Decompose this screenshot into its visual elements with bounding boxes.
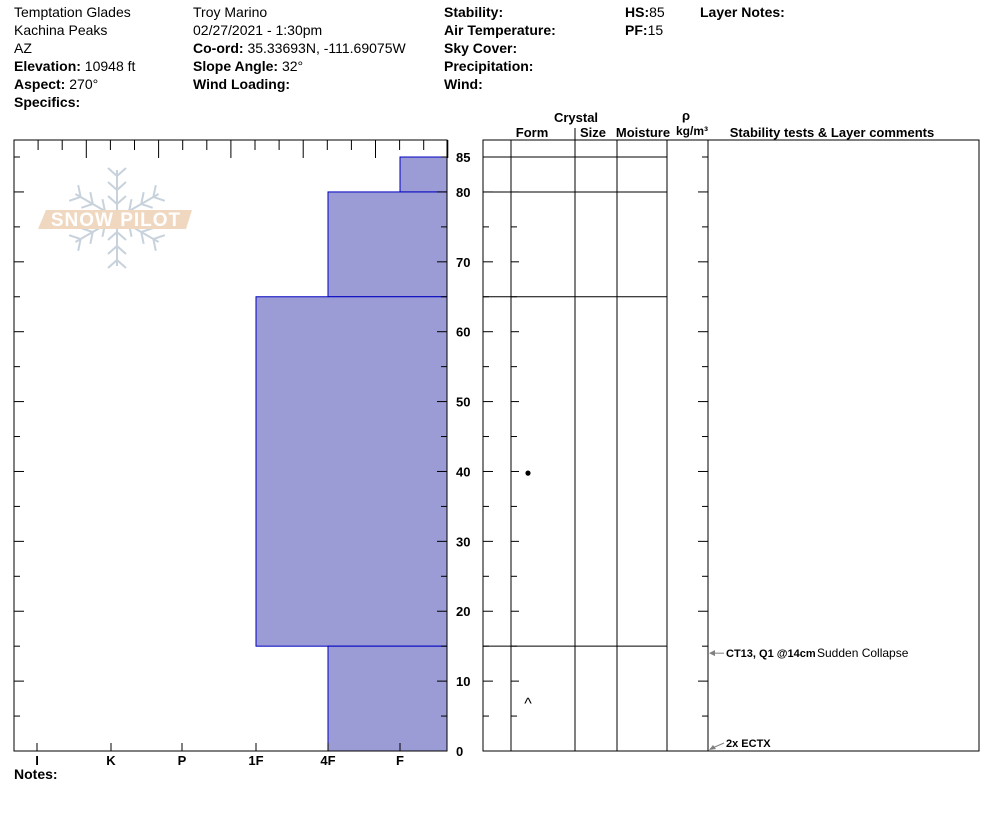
- col-moisture: Moisture: [616, 125, 670, 140]
- hardness-layer: [255, 296, 448, 647]
- logo-band: [38, 210, 192, 229]
- stability-test-code: CT13, Q1 @14cm: [726, 648, 816, 660]
- depth-label: 0: [456, 744, 463, 759]
- arrowhead-icon: [709, 745, 716, 750]
- layer-table: ● ^ CT13, Q1 @14cm Sudden Collapse 2x ECTX: [482, 128, 980, 752]
- col-form: Form: [516, 125, 549, 140]
- datetime: 02/27/2021 - 1:30pm: [193, 22, 323, 38]
- site-name: Temptation Glades: [14, 4, 131, 20]
- depth-label: 10: [456, 674, 470, 689]
- col-comments: Stability tests & Layer comments: [730, 125, 934, 140]
- location-block: Temptation Glades Kachina Peaks AZ Eleva…: [14, 3, 135, 111]
- stability-test-code: 2x ECTX: [726, 738, 771, 750]
- hardness-label: I: [35, 753, 39, 768]
- stability-test-comment: Sudden Collapse: [817, 646, 909, 660]
- snowpilot-logo: SNOW PILOT: [38, 167, 192, 269]
- depth-label: 85: [456, 150, 470, 165]
- rounded-grain-dot: ●: [524, 465, 531, 479]
- pf: PF:15: [625, 22, 664, 38]
- hardness-label: P: [178, 753, 187, 768]
- stability-test: CT13, Q1 @14cm Sudden Collapse: [709, 646, 909, 660]
- stability-test: 2x ECTX: [709, 738, 771, 750]
- specifics: Specifics:: [14, 94, 81, 110]
- state: AZ: [14, 40, 32, 56]
- weather-block: Stability: Air Temperature: Sky Cover: P…: [444, 3, 556, 93]
- aspect: Aspect: 270°: [14, 76, 99, 92]
- depth-hoar-caret: ^: [524, 696, 532, 713]
- axis-ticks: I K P 1F 4F F 0 10 20 30 40 50 60 70 80 85: [13, 140, 708, 768]
- hardness-label: F: [396, 753, 404, 768]
- col-crystal: Crystal: [554, 110, 598, 125]
- hardness-layer: [399, 156, 448, 193]
- depth-label: 50: [456, 395, 470, 410]
- table-frame: [482, 139, 980, 752]
- depth-label: 60: [456, 325, 470, 340]
- layer-notes-label: Layer Notes:: [700, 4, 785, 20]
- hardness-label: 4F: [320, 753, 335, 768]
- depth-label: 20: [456, 604, 470, 619]
- col-rho: ρ: [682, 108, 690, 123]
- notes-label: Notes:: [14, 766, 58, 782]
- wind-loading: Wind Loading:: [193, 76, 291, 92]
- depth-block: HS:85 PF:15: [625, 3, 665, 39]
- wind-label: Wind:: [444, 76, 483, 92]
- col-size: Size: [580, 125, 606, 140]
- hardness-layers: [255, 156, 448, 752]
- observation-block: Troy Marino 02/27/2021 - 1:30pm Co-ord: …: [193, 3, 406, 93]
- depth-label: 40: [456, 464, 470, 479]
- logo-text: SNOW PILOT: [51, 210, 181, 231]
- depth-label: 70: [456, 255, 470, 270]
- precipitation-label: Precipitation:: [444, 58, 534, 74]
- hardness-label: K: [106, 753, 116, 768]
- depth-label: 30: [456, 534, 470, 549]
- hardness-layer: [327, 645, 448, 752]
- arrowhead-icon: [709, 650, 715, 657]
- stability-label: Stability:: [444, 4, 504, 20]
- hardness-layer: [327, 191, 448, 298]
- coordinates: Co-ord: 35.33693N, -111.69075W: [193, 40, 406, 56]
- observer: Troy Marino: [193, 4, 268, 20]
- area-name: Kachina Peaks: [14, 22, 108, 38]
- air-temp-label: Air Temperature:: [444, 22, 556, 38]
- col-density-unit: kg/m³: [676, 124, 708, 138]
- hs: HS:85: [625, 4, 665, 20]
- slope-angle: Slope Angle: 32°: [193, 58, 304, 74]
- depth-label: 80: [456, 185, 470, 200]
- elevation: Elevation: 10948 ft: [14, 58, 136, 74]
- sky-cover-label: Sky Cover:: [444, 40, 518, 56]
- hardness-label: 1F: [248, 753, 263, 768]
